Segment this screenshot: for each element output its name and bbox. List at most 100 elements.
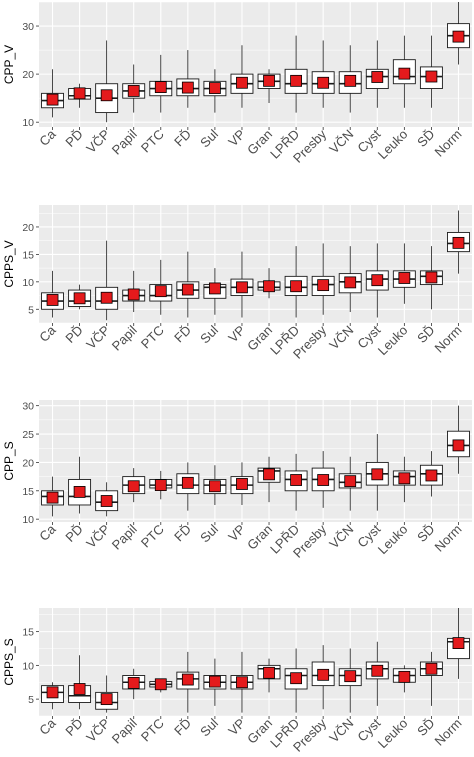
mean-marker (452, 30, 465, 43)
box-Papil (122, 668, 146, 700)
y-tick-label: 10 (22, 277, 34, 289)
mean-marker (371, 664, 384, 677)
mean-marker (317, 279, 330, 292)
mean-marker (290, 672, 302, 685)
x-tick-label: PĎ (62, 522, 85, 545)
box-Presby (311, 40, 335, 108)
x-tick-label: VČN (326, 127, 356, 157)
y-tick-label: 5 (28, 304, 34, 316)
x-tick-label: Ca (36, 126, 59, 149)
x-tick-label: Sul (197, 322, 221, 346)
mean-marker (317, 474, 330, 486)
box-Ca (41, 270, 64, 318)
box-PĎ (68, 284, 92, 310)
box-FĎ (176, 50, 200, 108)
x-tick-label: Papil (109, 521, 140, 552)
mean-marker (452, 637, 465, 649)
x-tick-label: Papil (109, 126, 140, 157)
mean-marker (181, 673, 194, 686)
x-tick-label: VČP (83, 127, 113, 157)
y-axis-title: CPP_V (2, 45, 16, 84)
box-VP (230, 251, 254, 318)
x-tick-label: VČP (83, 522, 113, 552)
box-Leuko (392, 665, 416, 693)
mean-marker (181, 476, 194, 489)
x-tick-label: Sul (197, 521, 221, 545)
mean-marker (46, 294, 59, 306)
x-tick-label: Leuko (375, 522, 411, 558)
box-Papil (122, 468, 146, 503)
mean-marker (263, 666, 275, 679)
mean-marker (452, 236, 465, 249)
box-LPŘD (284, 648, 308, 713)
x-tick-label: VČN (326, 323, 356, 353)
box-SĎ (419, 451, 443, 497)
y-tick-label: 30 (22, 401, 34, 413)
mean-marker (425, 271, 438, 284)
mean-marker (100, 693, 113, 706)
box-Norm (447, 405, 470, 474)
box-Gran (257, 658, 281, 693)
mean-marker (398, 272, 411, 284)
mean-marker (100, 89, 113, 102)
mean-marker (236, 478, 248, 490)
mean-marker (344, 670, 357, 683)
y-tick-label: 20 (22, 69, 34, 81)
y-tick-label: 15 (22, 627, 34, 639)
x-tick-label: Norm (432, 716, 465, 749)
mean-marker (425, 469, 438, 482)
mean-marker (181, 81, 194, 94)
x-tick-label: VČN (326, 716, 356, 746)
x-tick-label: Sul (197, 715, 221, 739)
box-Cyst (365, 641, 389, 706)
y-tick-label: 5 (28, 694, 34, 706)
mean-marker (398, 472, 411, 485)
box-FĎ (176, 251, 200, 318)
mean-marker (263, 74, 275, 87)
y-tick-label: 20 (22, 457, 34, 469)
box-Ca (41, 69, 64, 118)
box-LPŘD (284, 453, 308, 511)
mean-marker (263, 468, 275, 481)
box-PĎ (68, 83, 92, 108)
box-Papil (122, 270, 146, 313)
x-tick-label: PTC (138, 716, 167, 745)
mean-marker (425, 662, 438, 675)
box-Sul (203, 268, 227, 315)
mean-marker (209, 480, 221, 493)
box-SĎ (419, 246, 443, 310)
mean-marker (209, 282, 221, 295)
box-Ca (41, 476, 64, 517)
x-tick-label: Leuko (375, 716, 411, 752)
box-PTC (149, 470, 173, 500)
mean-marker (317, 76, 330, 89)
mean-marker (398, 67, 411, 80)
box-VČN (338, 246, 362, 313)
box-Cyst (365, 434, 389, 511)
x-tick-label: VČN (326, 522, 356, 552)
x-tick-label: FĎ (171, 522, 194, 545)
x-tick-label: PTC (138, 323, 167, 352)
mean-marker (73, 292, 86, 305)
x-tick-label: VČP (83, 716, 113, 746)
box-Cyst (365, 243, 389, 318)
y-axis-title: CPP_S (2, 441, 16, 480)
box-PTC (149, 259, 173, 315)
mean-marker (371, 468, 384, 481)
mean-marker (290, 74, 302, 87)
box-Leuko (392, 35, 416, 108)
x-tick-label: Leuko (375, 323, 411, 359)
mean-marker (127, 677, 140, 689)
mean-marker (344, 475, 357, 488)
box-Presby (311, 243, 335, 315)
box-Norm (447, 608, 470, 679)
x-tick-label: FĎ (171, 127, 194, 150)
x-tick-label: Norm (432, 522, 465, 555)
box-Sul (203, 658, 227, 706)
mean-marker (290, 474, 302, 486)
mean-marker (127, 288, 140, 301)
box-VP (230, 45, 254, 108)
y-tick-label: 20 (22, 222, 34, 234)
